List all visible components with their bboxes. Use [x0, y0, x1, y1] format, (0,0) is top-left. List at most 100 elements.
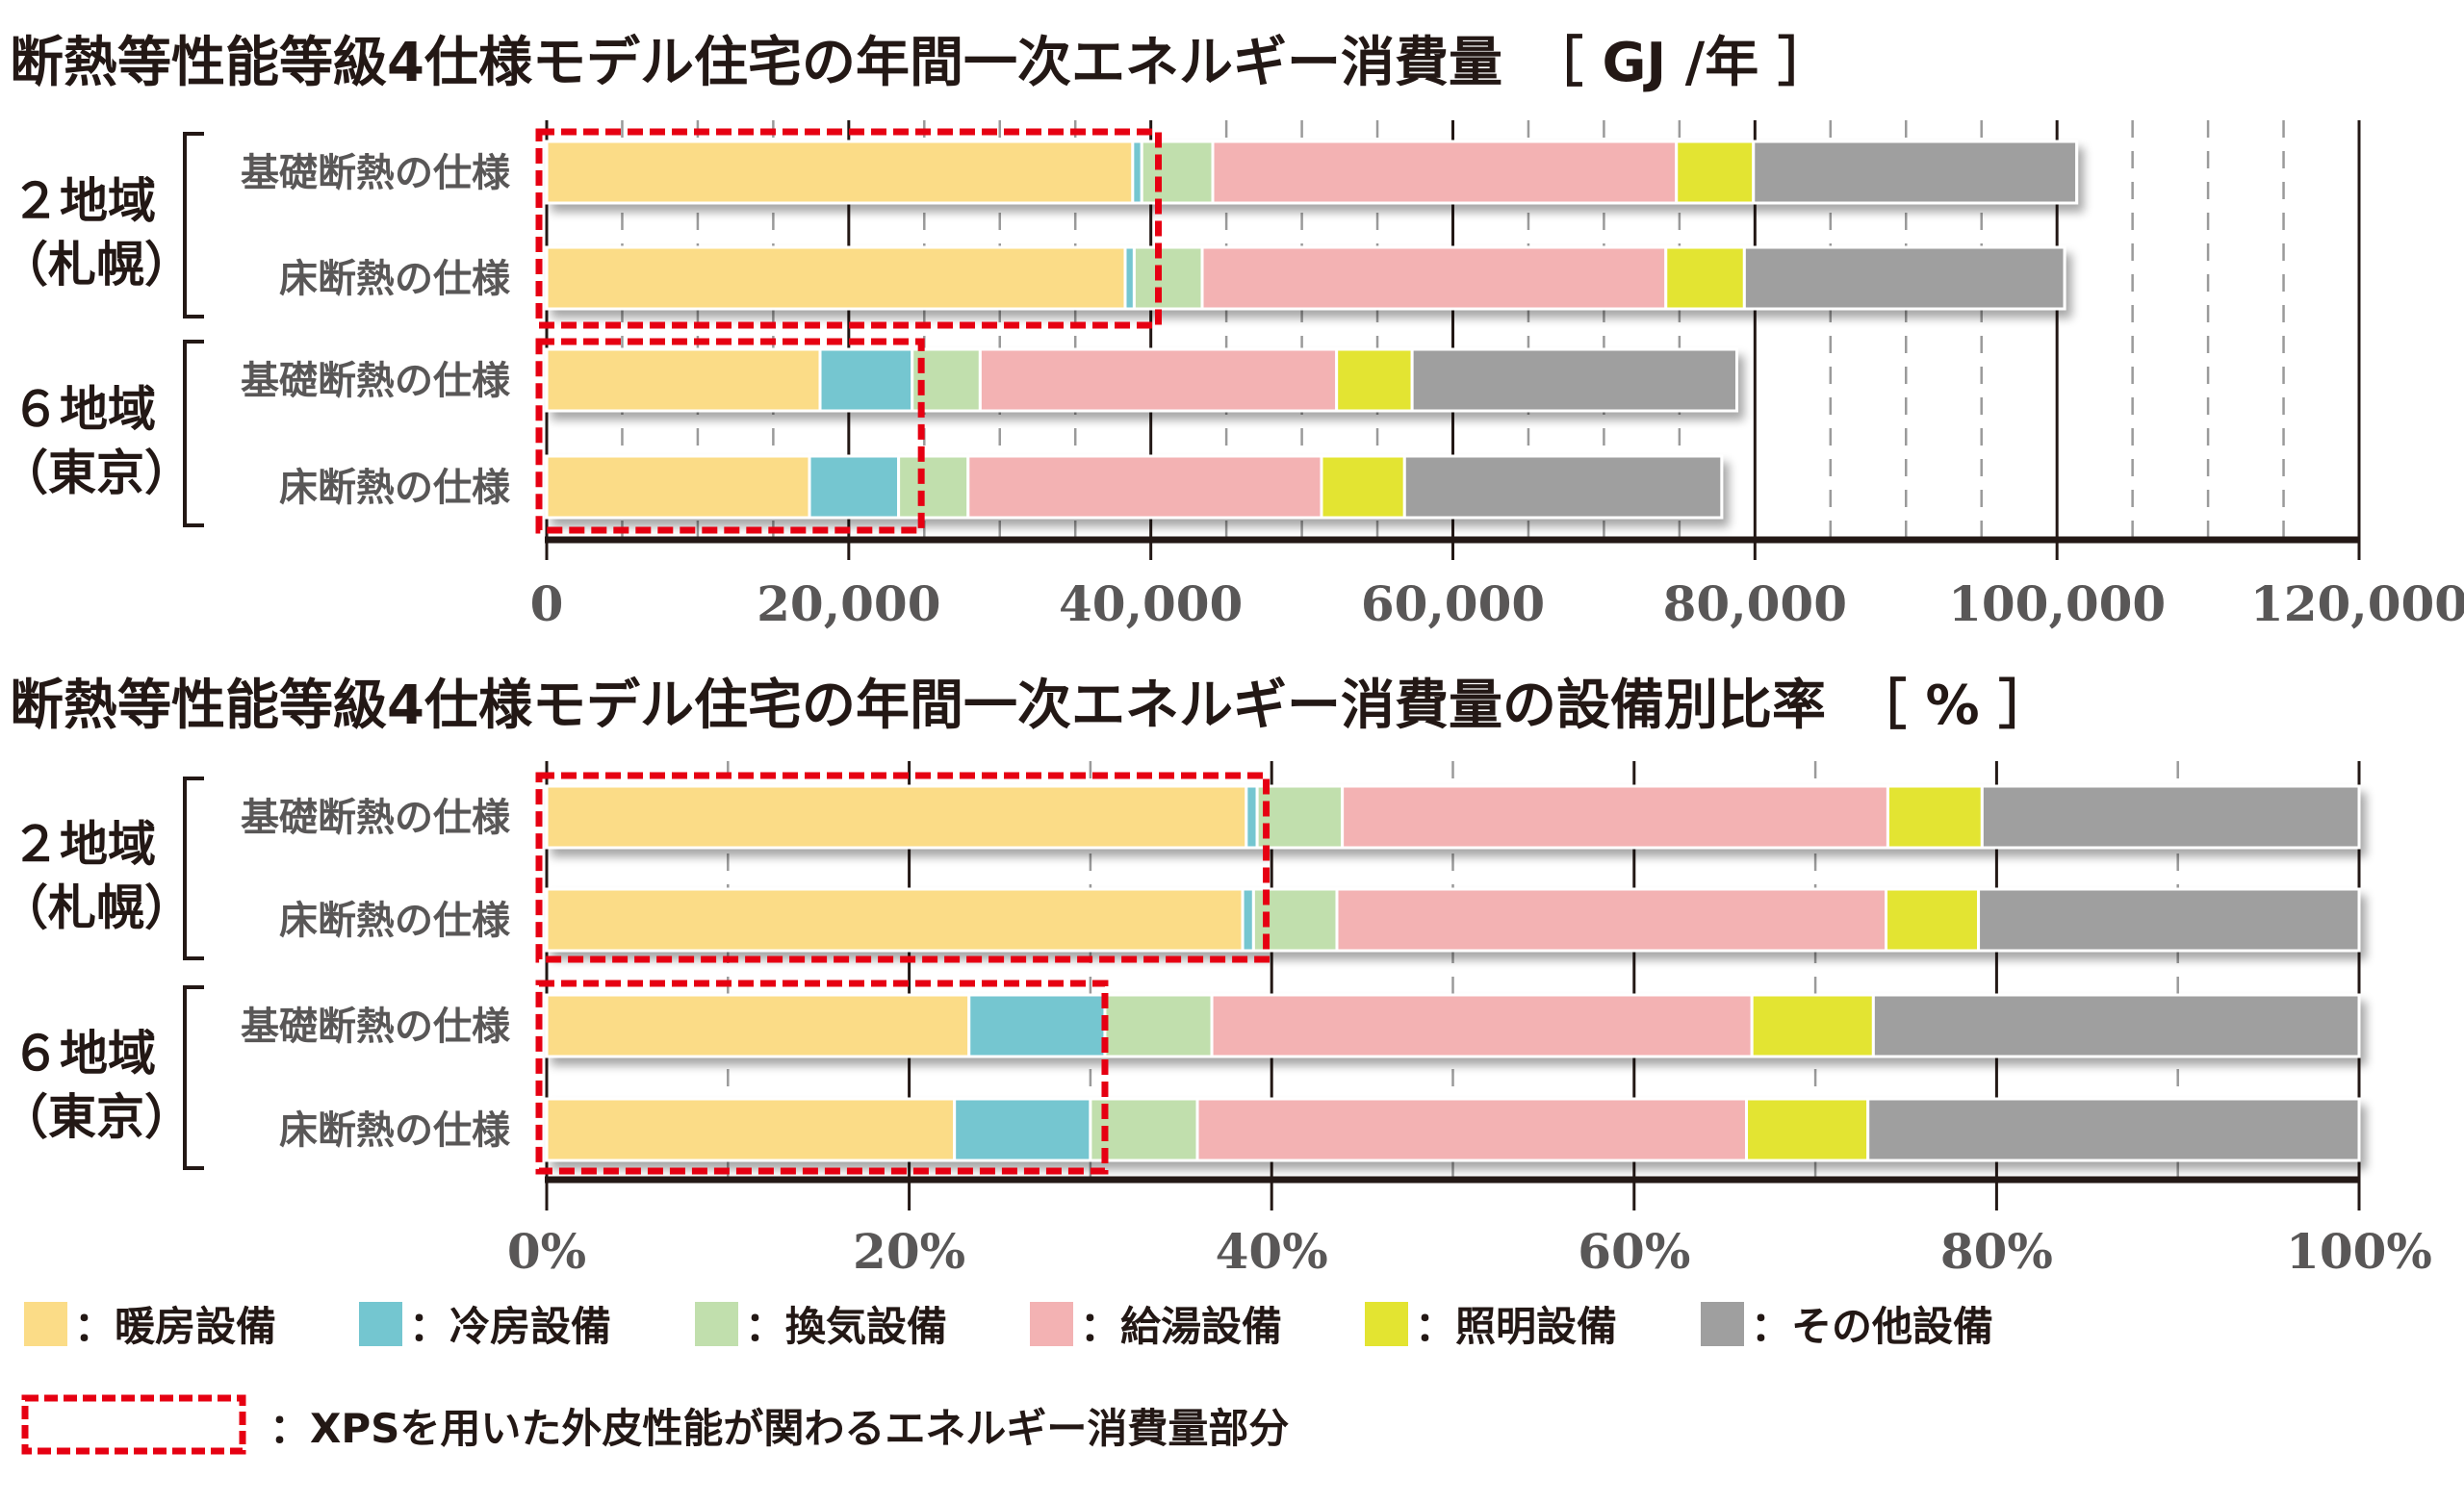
x-tick-label: 60%: [1578, 1223, 1690, 1280]
chart-title: 断熱等性能等級4仕様モデル住宅の年間一次エネルギー消費量の設備別比率 ［ % ］: [10, 675, 2052, 737]
bar-segment-other: [1742, 245, 2066, 311]
x-tick-label: 80,000: [1663, 575, 1847, 632]
legend-highlight-label: ：XPSを用いた外皮性能が関わるエネルギー消費量部分: [270, 1405, 1289, 1452]
legend-item-ventilation: ：換気設備: [695, 1302, 947, 1350]
legend: ：暖房設備 ：冷房設備 ：換気設備 ：給湯設備 ：照明設備 ：その他設備: [24, 1302, 1993, 1350]
legend-item-heating: ：暖房設備: [24, 1302, 276, 1350]
bar-segment-hotwater: [1211, 140, 1679, 205]
bar-segment-other: [1752, 140, 2079, 205]
bar-row: [545, 140, 2079, 205]
group-label-city: （東京）: [0, 1089, 192, 1145]
xps-highlight-box: [535, 772, 1270, 963]
bar-segment-heating: [545, 1097, 957, 1162]
row-label: 基礎断熱の仕様: [241, 1005, 511, 1049]
row-label: 床断熱の仕様: [279, 899, 511, 943]
legend-label: ：照明設備: [1415, 1303, 1617, 1350]
row-label: 基礎断熱の仕様: [241, 359, 511, 403]
bar-segment-heating: [545, 887, 1245, 953]
bar-segment-hotwater: [1341, 784, 1889, 850]
group-label-city: （東京）: [0, 446, 192, 501]
legend-highlight: ：XPSを用いた外皮性能が関わるエネルギー消費量部分: [21, 1394, 1289, 1455]
group-label-city: （札幌）: [0, 237, 192, 293]
group-bracket: [183, 777, 204, 960]
bar-segment-lighting: [1886, 784, 1984, 850]
bar-segment-hotwater: [1195, 1097, 1749, 1162]
bar-segment-cooling: [1241, 887, 1255, 953]
group-label-city: （札幌）: [0, 880, 192, 936]
x-tick-label: 100,000: [1948, 575, 2166, 632]
bar-segment-heating: [545, 245, 1127, 311]
group-label-region: ６地域: [12, 382, 156, 438]
legend-swatch: [1030, 1302, 1073, 1346]
bar-segment-heating: [545, 347, 822, 413]
x-tick-label: 80%: [1940, 1223, 2053, 1280]
bar-segment-cooling: [818, 347, 914, 413]
x-tick-labels: 0% 20% 40% 60% 80% 100%: [507, 1223, 2432, 1280]
bar-segment-hotwater: [1335, 887, 1888, 953]
x-tick-label: 40%: [1216, 1223, 1328, 1280]
bar-row: [545, 993, 2361, 1058]
bar-row: [545, 245, 2066, 311]
x-tick-label: 20%: [853, 1223, 965, 1280]
x-tick-label: 100%: [2286, 1223, 2432, 1280]
bar-segment-cooling: [953, 1097, 1092, 1162]
chart-title: 断熱等性能等級4仕様モデル住宅の年間一次エネルギー消費量 ［ GJ /年 ］: [10, 32, 1832, 94]
legend-label: ：冷房設備: [409, 1303, 611, 1350]
group-bracket: [183, 985, 204, 1170]
energy-ratio-chart: 断熱等性能等級4仕様モデル住宅の年間一次エネルギー消費量の設備別比率 ［ % ］…: [0, 675, 2432, 1280]
row-label: 床断熱の仕様: [279, 466, 511, 510]
bar-segment-hotwater: [1210, 993, 1754, 1058]
legend-swatch: [24, 1302, 67, 1346]
bar-segment-heating: [545, 993, 971, 1058]
legend-item-hotwater: ：給湯設備: [1030, 1302, 1282, 1350]
x-tick-label: 120,000: [2250, 575, 2464, 632]
bar-segment-ventilation: [1103, 993, 1214, 1058]
legend-label: ：暖房設備: [74, 1303, 276, 1350]
group-bracket: [183, 340, 204, 527]
bar-segment-lighting: [1750, 993, 1875, 1058]
highlight-boxes: [535, 128, 1163, 534]
legend-swatch: [695, 1302, 738, 1346]
legend-item-cooling: ：冷房設備: [359, 1302, 611, 1350]
legend-item-other: ：その他設備: [1701, 1302, 1993, 1350]
bar-row: [545, 887, 2361, 953]
dashed-box-swatch: [21, 1394, 246, 1455]
bar-segment-ventilation: [897, 454, 970, 520]
highlight-boxes: [535, 772, 1270, 1175]
legend-swatch: [1365, 1302, 1408, 1346]
legend-swatch: [359, 1302, 402, 1346]
bar-segment-lighting: [1664, 245, 1746, 311]
xps-highlight-box: [535, 338, 925, 534]
x-tick-label: 60,000: [1361, 575, 1545, 632]
bar-row: [545, 454, 1724, 520]
legend-swatch: [1701, 1302, 1744, 1346]
legend-label: ：給湯設備: [1080, 1303, 1282, 1350]
bar-row: [545, 784, 2361, 850]
bar-segment-cooling: [808, 454, 901, 520]
bar-segment-heating: [545, 454, 811, 520]
x-tick-label: 0: [530, 575, 564, 632]
x-tick-label: 20,000: [757, 575, 940, 632]
bar-row: [545, 1097, 2361, 1162]
bar-segment-other: [1871, 993, 2361, 1058]
bar-segment-other: [1410, 347, 1739, 413]
row-label: 床断熱の仕様: [279, 1108, 511, 1153]
bar-segment-heating: [545, 140, 1135, 205]
bar-segment-lighting: [1675, 140, 1756, 205]
energy-consumption-chart: 断熱等性能等級4仕様モデル住宅の年間一次エネルギー消費量 ［ GJ /年 ］ 0…: [0, 32, 2464, 632]
row-label: 床断熱の仕様: [279, 257, 511, 301]
group-label-region: ２地域: [12, 817, 156, 873]
bar-segment-ventilation: [1132, 245, 1204, 311]
bar-segment-lighting: [1885, 887, 1981, 953]
bar-segment-lighting: [1320, 454, 1406, 520]
legend-label: ：換気設備: [745, 1303, 947, 1350]
row-label: 基礎断熱の仕様: [241, 796, 511, 840]
legend-label: ：その他設備: [1751, 1303, 1993, 1350]
bars: [545, 140, 2079, 520]
bar-segment-hotwater: [1200, 245, 1668, 311]
bar-segment-hotwater: [966, 454, 1323, 520]
bar-segment-ventilation: [1140, 140, 1215, 205]
bar-segment-lighting: [1745, 1097, 1870, 1162]
